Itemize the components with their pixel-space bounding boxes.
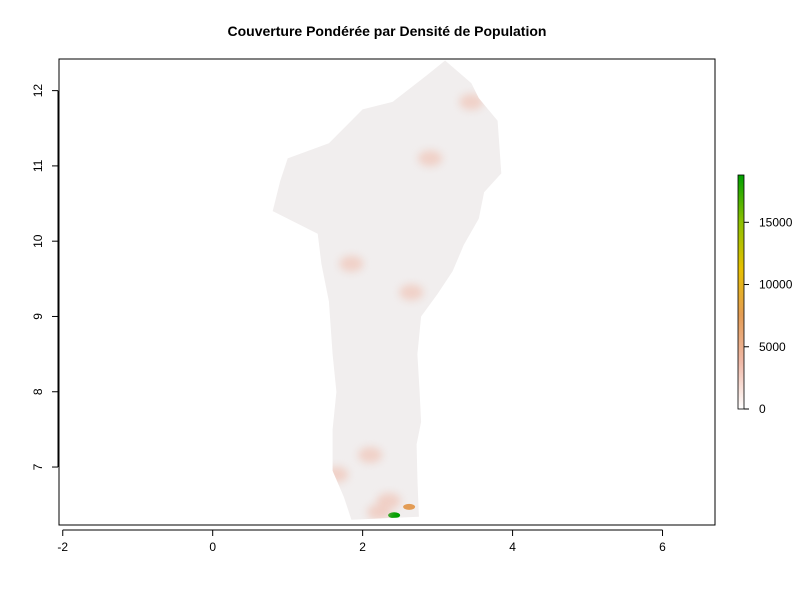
map-layer [272,60,502,520]
density-hotspot-1 [399,284,424,301]
density-hotspot-8 [339,255,364,272]
legend-tick-label: 5000 [759,340,786,354]
density-hotspot-6 [403,503,416,510]
legend-tick-label: 0 [759,402,766,416]
x-tick-label: 6 [659,540,666,554]
y-tick-label: 10 [31,234,45,248]
density-hotspot-4 [324,466,349,483]
density-hotspots [324,93,484,520]
density-hotspot-5 [388,512,401,519]
country-region [272,60,502,520]
x-tick-label: -2 [57,540,68,554]
y-tick-label: 9 [31,313,45,320]
legend-colorbar [737,174,745,410]
density-hotspot-9 [418,150,443,167]
legend-tick-label: 10000 [759,278,793,292]
y-tick-label: 7 [31,463,45,470]
legend-tick-label: 15000 [759,215,793,229]
density-hotspot-2 [358,446,383,463]
x-tick-label: 4 [509,540,516,554]
y-tick-label: 8 [31,388,45,395]
x-axis: -2 0 2 4 6 [57,529,666,554]
x-tick-label: 0 [209,540,216,554]
chart-title: Couverture Pondérée par Densité de Popul… [228,23,547,39]
y-tick-label: 11 [31,159,45,172]
plot-frame [58,58,716,526]
color-legend: 0 5000 10000 15000 [737,174,793,416]
density-hotspot-7 [367,504,392,520]
density-hotspot-10 [459,93,484,110]
y-tick-label: 12 [31,84,45,98]
x-tick-label: 2 [359,540,366,554]
y-axis: 7 8 9 10 11 12 [31,84,59,470]
